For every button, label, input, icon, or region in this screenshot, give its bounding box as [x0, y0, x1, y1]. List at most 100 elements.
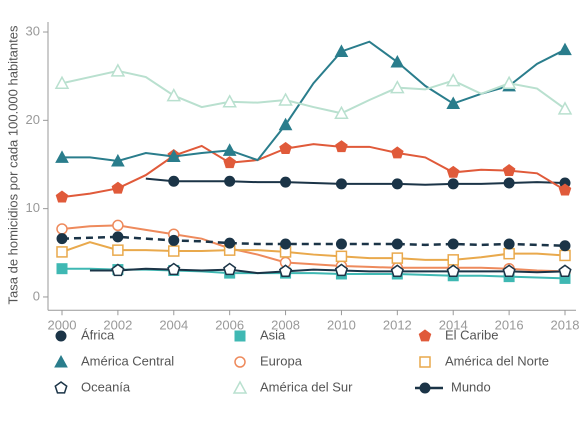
data-point [166, 149, 181, 163]
legend-marker [55, 330, 67, 342]
data-point [446, 264, 460, 277]
data-point [558, 183, 572, 196]
legend-label: América del Norte [445, 353, 549, 368]
data-point [56, 263, 68, 275]
legend-marker [54, 354, 68, 368]
data-point [503, 247, 515, 260]
x-tick-label: 2010 [327, 318, 356, 333]
data-point [502, 264, 516, 277]
data-point [558, 42, 572, 56]
data-point [447, 178, 459, 190]
data-point [335, 178, 347, 190]
data-point [447, 254, 459, 266]
legend-marker [232, 380, 248, 394]
legend-label: Oceanía [81, 379, 131, 394]
legend-marker [54, 381, 68, 394]
legend-label: Europa [260, 353, 303, 368]
series-line [61, 224, 566, 273]
data-point [222, 94, 237, 108]
data-point [446, 96, 461, 110]
data-point [166, 88, 182, 102]
data-point [391, 238, 403, 250]
data-point [168, 175, 180, 187]
legend-label: Mundo [451, 379, 491, 394]
data-point [390, 264, 404, 277]
data-point [335, 250, 348, 263]
data-point [280, 238, 292, 250]
x-tick-label: 2018 [551, 318, 580, 333]
data-point [56, 246, 68, 258]
series-line [61, 143, 566, 199]
data-point [223, 262, 237, 276]
legend-label: América Central [81, 353, 174, 368]
data-point [112, 231, 124, 243]
data-point [334, 44, 349, 57]
data-point [55, 150, 69, 163]
series-line [145, 177, 566, 186]
data-point [335, 140, 348, 153]
series-line [62, 40, 566, 162]
data-point [445, 73, 461, 87]
data-point [56, 223, 68, 235]
x-tick-label: 2014 [439, 318, 468, 333]
legend-marker [234, 330, 246, 342]
x-tick-label: 2008 [271, 318, 300, 333]
data-point [559, 249, 571, 262]
legend-label: El Caribe [445, 327, 498, 342]
data-point [390, 54, 405, 68]
data-point [55, 190, 69, 203]
data-point [168, 234, 180, 246]
y-tick-label: 0 [33, 288, 40, 303]
series-line [61, 241, 566, 261]
data-point [391, 146, 404, 159]
data-point [222, 143, 237, 156]
data-point [224, 237, 236, 249]
data-point [390, 80, 405, 94]
data-point [279, 141, 292, 154]
data-point [223, 156, 236, 169]
data-point [558, 264, 572, 277]
data-point [502, 164, 516, 177]
data-point [168, 245, 180, 257]
data-point [391, 252, 404, 264]
legend-marker [419, 382, 431, 394]
legend-marker [418, 329, 432, 342]
series-line [61, 235, 566, 247]
data-point [391, 178, 403, 190]
y-axis-label: Tasa de homicidios por cada 100.000 habi… [5, 25, 20, 304]
x-tick-label: 2000 [48, 318, 77, 333]
data-point [111, 153, 125, 167]
x-tick-label: 2006 [215, 318, 244, 333]
data-point [167, 262, 181, 276]
data-point [503, 238, 515, 250]
data-point [278, 117, 293, 131]
data-point [56, 233, 68, 245]
legend-label: África [81, 327, 115, 342]
data-point [334, 105, 349, 120]
data-point [278, 92, 293, 106]
data-point [278, 264, 293, 277]
series-line [61, 69, 566, 115]
legend-label: Asia [260, 327, 286, 342]
data-point [110, 63, 126, 77]
x-tick-label: 2012 [383, 318, 412, 333]
data-point [447, 238, 459, 250]
data-point [54, 75, 70, 89]
x-tick-label: 2004 [159, 318, 188, 333]
y-tick-label: 20 [26, 112, 40, 127]
data-point [446, 165, 460, 178]
data-point [112, 244, 124, 256]
data-point [501, 75, 517, 89]
data-point [112, 219, 124, 232]
data-point [111, 181, 125, 194]
data-point [557, 101, 573, 115]
y-tick-label: 10 [26, 200, 40, 215]
legend-marker [234, 356, 246, 368]
x-tick-label: 2016 [495, 318, 524, 333]
data-point [559, 240, 571, 252]
data-point [224, 175, 236, 187]
data-point [503, 177, 515, 189]
data-point [335, 238, 347, 250]
data-point [334, 263, 349, 277]
